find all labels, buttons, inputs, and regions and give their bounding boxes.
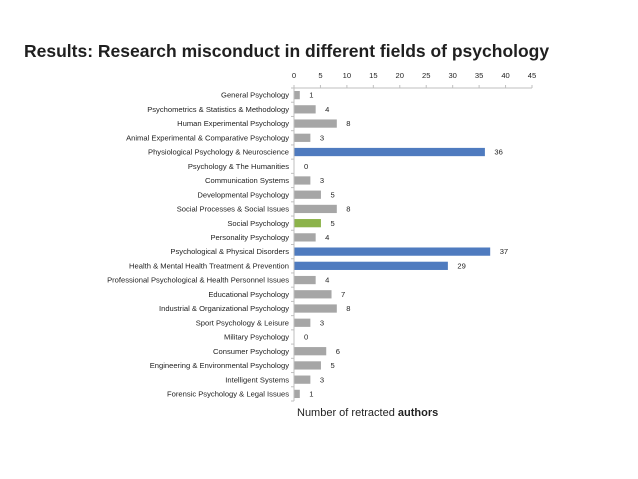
x-axis-label-bold: authors <box>397 407 439 419</box>
category-label: Communication Systems <box>205 176 289 185</box>
bar <box>294 219 321 228</box>
data-label: 8 <box>346 205 350 214</box>
category-label: Forensic Psychology & Legal Issues <box>167 389 289 398</box>
bar <box>294 147 485 157</box>
data-label: 5 <box>330 190 334 199</box>
bar <box>294 204 337 214</box>
category-label: Psychology & The Humanities <box>188 162 289 171</box>
bar <box>294 275 316 285</box>
data-label: 0 <box>304 333 308 342</box>
category-label: General Psychology <box>221 91 289 100</box>
bar <box>294 190 321 199</box>
data-label: 37 <box>500 247 508 256</box>
data-label: 4 <box>325 105 329 114</box>
category-label: Psychometrics & Statistics & Methodology <box>147 105 289 114</box>
category-label: Intelligent Systems <box>225 375 289 384</box>
data-label: 8 <box>346 119 350 128</box>
x-tick-label: 25 <box>422 71 430 80</box>
data-label: 3 <box>320 176 324 185</box>
data-label: 0 <box>304 162 308 171</box>
bar <box>294 304 337 313</box>
bar <box>294 233 316 242</box>
x-tick-label: 10 <box>343 71 351 80</box>
x-axis-label: Number of retracted authors <box>297 407 438 419</box>
category-label: Animal Experimental & Comparative Psycho… <box>126 133 289 142</box>
x-tick-label: 40 <box>501 71 509 80</box>
bar <box>294 176 311 185</box>
data-label: 1 <box>309 91 313 100</box>
category-label: Social Psychology <box>227 219 289 228</box>
bar <box>294 133 311 142</box>
x-tick-label: 30 <box>448 71 456 80</box>
bar <box>294 119 337 128</box>
x-tick-label: 35 <box>475 71 483 80</box>
bar <box>294 361 321 370</box>
data-label: 3 <box>320 133 324 142</box>
category-label: Industrial & Organizational Psychology <box>159 304 289 313</box>
bar <box>294 261 448 270</box>
data-label: 29 <box>457 261 465 270</box>
category-label: Educational Psychology <box>208 290 289 299</box>
category-label: Human Experimental Psychology <box>177 119 289 128</box>
category-label: Psychological & Physical Disorders <box>170 247 289 256</box>
bar <box>294 375 311 384</box>
bar <box>294 105 316 114</box>
category-label: Social Processes & Social Issues <box>177 205 289 214</box>
x-tick-label: 45 <box>528 71 536 80</box>
data-label: 5 <box>330 219 334 228</box>
category-label: Personality Psychology <box>210 233 289 242</box>
x-axis-label-prefix: Number of retracted <box>297 407 398 419</box>
category-label: Consumer Psychology <box>213 347 289 356</box>
data-label: 3 <box>320 318 324 327</box>
bar <box>294 290 332 299</box>
x-tick-label: 15 <box>369 71 377 80</box>
category-label: Engineering & Environmental Psychology <box>150 361 290 370</box>
x-tick-label: 20 <box>396 71 404 80</box>
bar <box>294 247 491 256</box>
category-label: Military Psychology <box>224 333 289 342</box>
data-label: 3 <box>320 375 324 384</box>
bar <box>294 347 327 356</box>
category-label: Sport Psychology & Leisure <box>196 318 289 327</box>
category-label: Developmental Psychology <box>197 190 289 199</box>
data-label: 7 <box>341 290 345 299</box>
bar <box>294 389 300 399</box>
chart-title: Results: Research misconduct in differen… <box>24 41 550 61</box>
data-label: 8 <box>346 304 350 313</box>
x-tick-label: 0 <box>292 71 296 80</box>
x-tick-label: 5 <box>318 71 322 80</box>
data-label: 1 <box>309 389 313 398</box>
data-label: 6 <box>336 347 340 356</box>
category-label: Physiological Psychology & Neuroscience <box>148 148 289 157</box>
bar <box>294 90 300 100</box>
bar <box>294 318 311 327</box>
data-label: 5 <box>330 361 334 370</box>
data-label: 4 <box>325 276 329 285</box>
data-label: 4 <box>325 233 329 242</box>
data-label: 36 <box>494 148 502 157</box>
category-label: Health & Mental Health Treatment & Preve… <box>129 261 289 270</box>
category-label: Professional Psychological & Health Pers… <box>107 276 289 285</box>
